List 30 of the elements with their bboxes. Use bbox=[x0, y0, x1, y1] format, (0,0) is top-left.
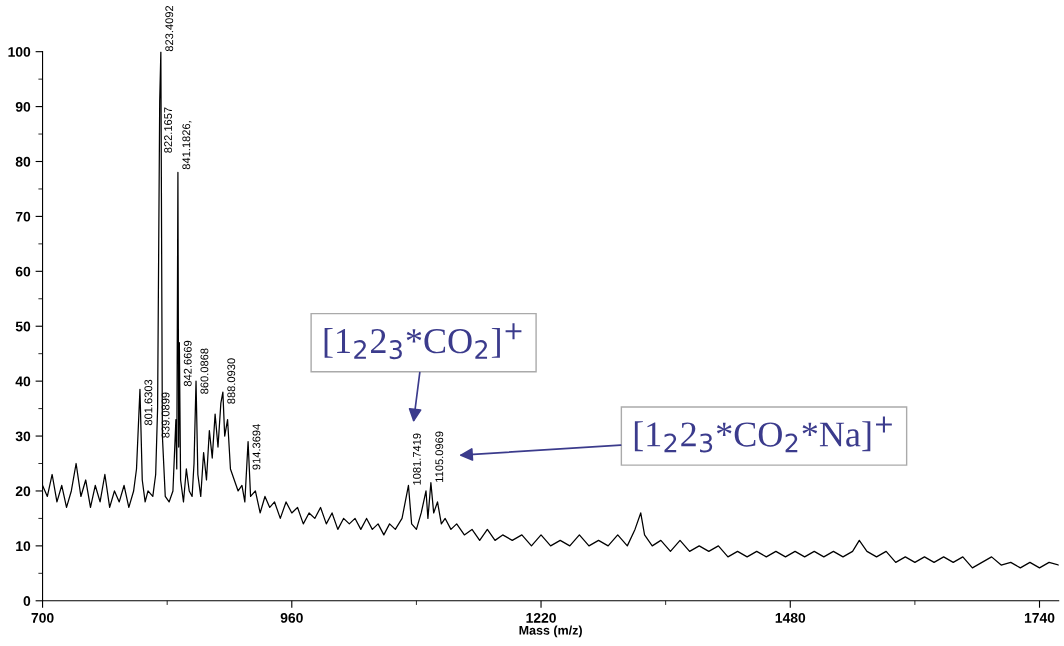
y-tick-label: 50 bbox=[15, 321, 31, 332]
x-tick-label: 1220 bbox=[526, 612, 556, 623]
annotation: 888.0930 bbox=[227, 358, 236, 404]
annotation: 860.0868 bbox=[200, 348, 209, 394]
annotation: 839.0899 bbox=[161, 392, 170, 438]
y-tick-label: 100 bbox=[8, 47, 31, 57]
annotation: 1081.7419 bbox=[412, 433, 421, 485]
y-tick-label: 60 bbox=[15, 266, 31, 277]
y-tick-label: 40 bbox=[15, 376, 31, 387]
annotation: 801.6303 bbox=[144, 379, 153, 426]
annotation: [1$_{2}$2$_{3}$*CO$_{2}$*Na]$^{+}$ bbox=[634, 416, 892, 453]
annotation: 823.4092 bbox=[165, 5, 174, 52]
x-tick-label: 1740 bbox=[1024, 612, 1055, 623]
y-tick-label: 20 bbox=[15, 486, 31, 497]
annotation: 914.3694 bbox=[252, 424, 261, 470]
annotation: 841.1826, bbox=[182, 121, 192, 170]
y-tick-label: 80 bbox=[15, 156, 31, 167]
annotation: [1$_{2}$2$_{3}$*CO$_{2}$]$^{+}$ bbox=[324, 323, 522, 360]
annotation: 842.6669 bbox=[183, 340, 192, 387]
y-tick-label: 70 bbox=[15, 211, 31, 222]
x-tick-label: 1480 bbox=[775, 612, 806, 623]
x-tick-label: 700 bbox=[31, 612, 54, 623]
y-tick-label: 30 bbox=[15, 431, 31, 442]
y-tick-label: 10 bbox=[16, 541, 31, 552]
annotation: 822.1657 bbox=[164, 107, 172, 153]
x-axis-title: Mass (m/z) bbox=[519, 625, 582, 638]
annotation: 1105.0969 bbox=[435, 431, 444, 482]
y-tick-label: 90 bbox=[15, 101, 31, 112]
y-tick-label: 0 bbox=[23, 596, 31, 606]
x-tick-label: 960 bbox=[280, 612, 303, 623]
